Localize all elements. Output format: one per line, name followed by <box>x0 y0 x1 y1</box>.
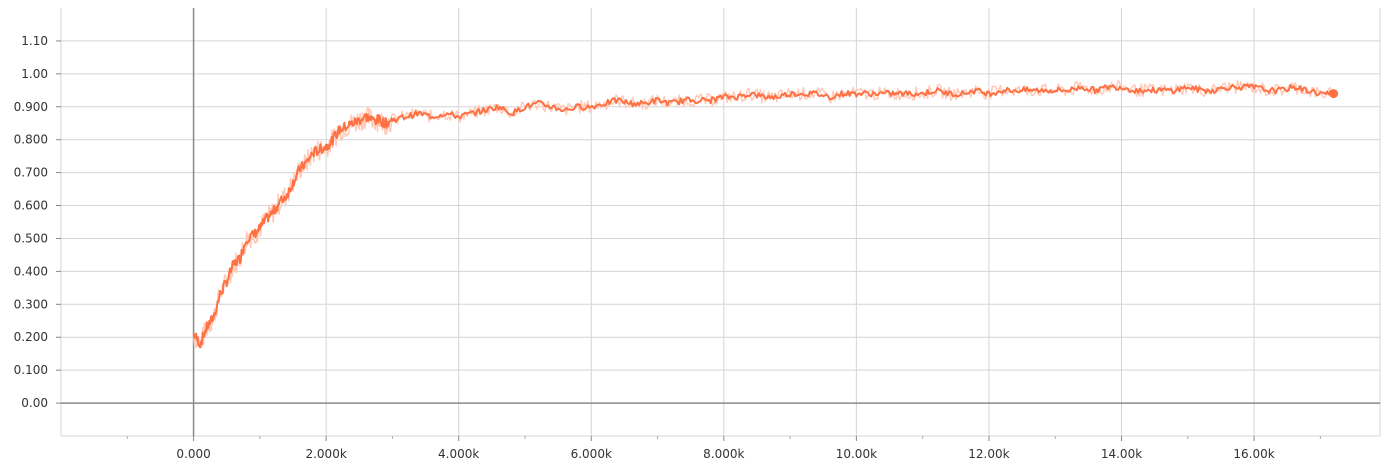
y-tick-label: 0.500 <box>14 231 48 245</box>
y-tick-label: 1.10 <box>21 34 48 48</box>
y-tick-label: 1.00 <box>21 67 48 81</box>
x-tick-label: 14.00k <box>1101 447 1142 461</box>
y-tick-label: 0.700 <box>14 166 48 180</box>
raw-series <box>192 79 1335 349</box>
x-tick-label: 10.00k <box>836 447 877 461</box>
y-tick-label: 0.00 <box>21 396 48 410</box>
y-tick-label: 0.900 <box>14 100 48 114</box>
y-tick-label: 0.800 <box>14 133 48 147</box>
x-tick-label: 0.000 <box>176 447 210 461</box>
x-tick-label: 16.00k <box>1233 447 1274 461</box>
x-tick-label: 2.000k <box>305 447 346 461</box>
smoothed-series <box>192 83 1339 349</box>
x-tick-label: 12.00k <box>968 447 1009 461</box>
y-tick-label: 0.600 <box>14 199 48 213</box>
y-tick-label: 0.100 <box>14 363 48 377</box>
x-tick-label: 4.000k <box>438 447 479 461</box>
y-tick-labels: 0.00 0.100 0.200 0.300 0.400 0.500 0.600 0.700 0… <box>14 34 48 410</box>
x-tick-labels: 0.000 2.000k 4.000k 6.000k 8.000k 10.00k 12.00… <box>176 447 1274 461</box>
y-tick-label: 0.400 <box>14 264 48 278</box>
grid <box>56 8 1381 441</box>
series-end-point <box>1329 89 1339 99</box>
x-tick-label: 6.000k <box>571 447 612 461</box>
axes <box>61 8 1380 436</box>
smoothed-series-line <box>192 83 1335 349</box>
raw-series-line <box>192 79 1335 349</box>
x-tick-label: 8.000k <box>703 447 744 461</box>
y-tick-label: 0.300 <box>14 297 48 311</box>
y-tick-label: 0.200 <box>14 330 48 344</box>
